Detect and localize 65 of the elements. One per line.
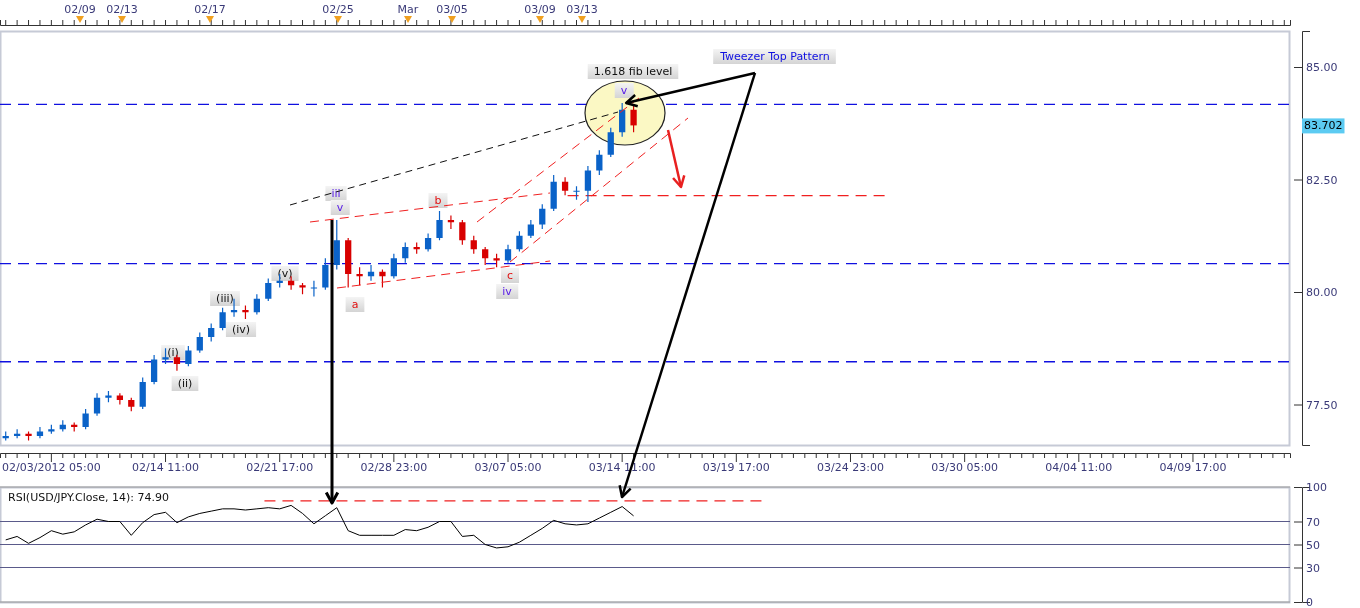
- y-tick-label: 85.00: [1306, 61, 1338, 75]
- text: 02/17: [194, 3, 226, 16]
- text: 02/13: [106, 3, 138, 16]
- annotation: b: [434, 194, 442, 207]
- y-tick-label: 77.50: [1306, 398, 1338, 412]
- x-tick-label: 02/21 17:00: [246, 460, 314, 474]
- candlestick: [82, 408, 89, 430]
- line-series: [5, 504, 635, 549]
- x-tick-label: 04/04 11:00: [1045, 460, 1113, 474]
- y-tick-label: 50: [1306, 538, 1320, 552]
- candlestick: [619, 102, 626, 138]
- text: 03/13: [566, 3, 598, 16]
- x-tick-label: 02/03/2012 05:00: [2, 460, 101, 474]
- annotation: iv: [502, 285, 513, 298]
- y-tick-label: 82.50: [1306, 173, 1338, 187]
- x-tick-label: 03/19 17:00: [702, 460, 770, 474]
- text: 03/05: [436, 3, 468, 16]
- x-tick-label: 03/24 23:00: [817, 460, 884, 474]
- candlestick: [516, 230, 523, 253]
- candlestick: [402, 241, 409, 264]
- annotation: (i): [167, 346, 179, 359]
- chart-title: RSI(USD/JPY.Close, 14): 74.90: [8, 491, 169, 504]
- y-tick-label: 70: [1306, 515, 1320, 529]
- y-tick-label: 80.00: [1306, 286, 1338, 300]
- candlestick: [322, 257, 329, 291]
- candlestick: [539, 203, 546, 230]
- candlestick: [607, 127, 614, 158]
- text: 03/09: [524, 3, 556, 16]
- candlestick: [390, 253, 397, 280]
- x-tick-label: 03/07 05:00: [474, 460, 542, 474]
- y-tick-label: 0: [1306, 596, 1313, 608]
- annotation: (v): [277, 267, 293, 280]
- candlestick: [93, 392, 101, 417]
- annotation: (iv): [231, 323, 251, 336]
- text: Mar: [397, 3, 419, 16]
- annotation: v: [620, 84, 628, 97]
- candlestick: [150, 354, 158, 385]
- annotation: Tweezer Top Pattern: [719, 50, 830, 63]
- candlestick: [310, 280, 318, 298]
- x-tick-label: 02/28 23:00: [360, 460, 428, 474]
- x-tick-label: 04/09 17:00: [1159, 460, 1227, 474]
- candlestick: [436, 210, 443, 241]
- candlestick: [253, 293, 260, 316]
- annotation: c: [506, 269, 514, 282]
- x-tick-label: 02/14 11:00: [132, 460, 199, 474]
- annotation: iii: [331, 187, 341, 200]
- annotation: a: [351, 298, 359, 311]
- text: 83.702: [1304, 119, 1343, 133]
- candlestick: [185, 345, 192, 367]
- annotation: (ii): [177, 377, 193, 390]
- y-tick-label: 100: [1306, 481, 1327, 495]
- text: 02/09: [64, 3, 96, 16]
- candlestick: [265, 277, 272, 302]
- y-tick-label: 30: [1306, 561, 1320, 575]
- text: 02/25: [322, 3, 354, 16]
- candlestick: [630, 104, 637, 133]
- candlestick: [596, 149, 603, 176]
- annotation: 1.618 fib level: [593, 65, 673, 78]
- candlestick: [196, 331, 203, 354]
- x-tick-label: 03/30 05:00: [931, 460, 999, 474]
- candlestick: [459, 219, 466, 246]
- candlestick: [219, 307, 226, 331]
- annotation: v: [336, 201, 344, 214]
- annotation: (iii): [216, 292, 234, 305]
- candlestick: [584, 165, 592, 203]
